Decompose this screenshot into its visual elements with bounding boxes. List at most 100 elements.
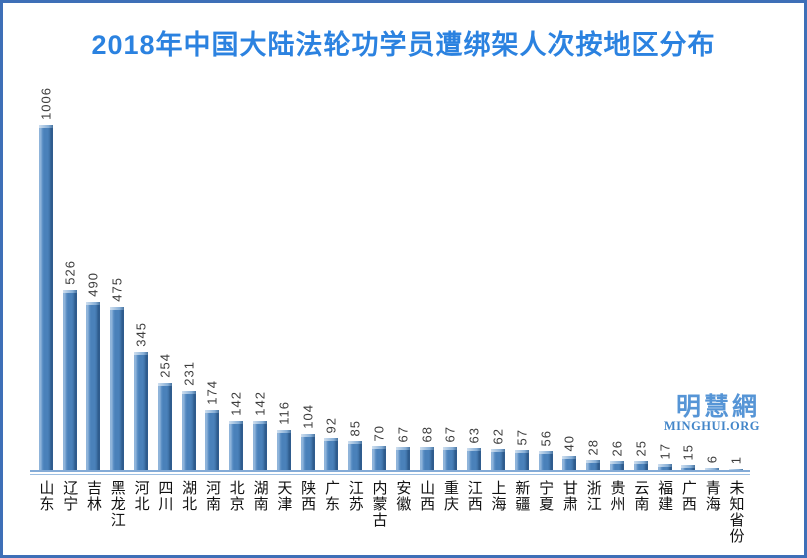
bar-slot: 40 甘肃 <box>558 125 582 512</box>
bar-face <box>300 434 315 470</box>
bar: 85 <box>348 420 363 470</box>
bar-value-label: 62 <box>490 427 506 444</box>
category-label: 江西 <box>465 480 483 512</box>
bar-face <box>157 383 172 470</box>
bar-value-label: 142 <box>228 391 244 416</box>
category-label: 天津 <box>275 480 293 512</box>
category-label: 广东 <box>322 480 340 512</box>
category-label: 上海 <box>489 480 507 512</box>
bar-slot: 28 浙江 <box>581 125 605 512</box>
category-label: 湖南 <box>251 480 269 512</box>
bar-slot: 17 福建 <box>653 125 677 512</box>
bar-value-label: 1 <box>728 455 744 464</box>
category-label: 浙江 <box>584 480 602 512</box>
category-label: 吉林 <box>84 480 102 512</box>
category-label: 辽宁 <box>61 480 79 512</box>
bar-value-label: 56 <box>538 429 554 446</box>
bar-slot: 15 广西 <box>677 125 701 512</box>
category-label: 广西 <box>679 480 697 512</box>
bar: 25 <box>633 440 648 470</box>
category-label: 未知省份 <box>727 480 745 544</box>
bar: 15 <box>681 444 696 470</box>
bar-slot: 475 黑龙江 <box>105 125 129 528</box>
chart-title: 2018年中国大陆法轮功学员遭绑架人次按地区分布 <box>91 30 716 60</box>
bar: 142 <box>253 391 268 470</box>
bar-value-label: 345 <box>133 322 149 347</box>
bar-face <box>110 307 125 470</box>
bar: 174 <box>205 380 220 470</box>
category-label: 黑龙江 <box>108 480 126 528</box>
bar-value-label: 40 <box>561 434 577 451</box>
bar: 254 <box>157 353 172 470</box>
bar-face <box>467 448 482 470</box>
bar: 70 <box>372 425 387 470</box>
bar-slot: 67 重庆 <box>439 125 463 512</box>
bar: 68 <box>419 426 434 470</box>
category-label: 重庆 <box>441 480 459 512</box>
bar-value-label: 25 <box>633 439 649 456</box>
category-label: 湖北 <box>180 480 198 512</box>
category-label: 山西 <box>418 480 436 512</box>
bar-face <box>705 468 720 471</box>
bar-value-label: 63 <box>466 426 482 443</box>
bar-face <box>538 451 553 470</box>
bar-value-label: 57 <box>514 428 530 445</box>
bar-slot: 56 宁夏 <box>534 125 558 512</box>
bar-slot: 25 云南 <box>629 125 653 512</box>
bar-face <box>181 391 196 470</box>
category-label: 河南 <box>203 480 221 512</box>
bar-value-label: 231 <box>181 361 197 386</box>
bar: 26 <box>610 440 625 470</box>
bar: 490 <box>86 272 101 470</box>
bar-face <box>253 421 268 470</box>
category-label: 新疆 <box>513 480 531 512</box>
bar-face <box>562 456 577 470</box>
bar-face <box>633 461 648 470</box>
bar-slot: 63 江西 <box>462 125 486 512</box>
category-label: 河北 <box>132 480 150 512</box>
bar-value-label: 6 <box>704 454 720 463</box>
bar-face <box>491 449 506 470</box>
bar-slot: 26 贵州 <box>605 125 629 512</box>
bar-face <box>276 430 291 470</box>
bar-value-label: 26 <box>609 439 625 456</box>
bar: 104 <box>300 404 315 470</box>
bar-slot: 142 湖南 <box>248 125 272 512</box>
bar-value-label: 67 <box>442 425 458 442</box>
bar: 92 <box>324 417 339 470</box>
bar: 67 <box>443 426 458 470</box>
bar-value-label: 490 <box>85 272 101 297</box>
bar-face <box>657 464 672 470</box>
bar-slot: 70 内蒙古 <box>367 125 391 528</box>
bar: 116 <box>276 401 291 470</box>
bar-face <box>62 290 77 470</box>
bar-slot: 174 河南 <box>201 125 225 512</box>
bar-slot: 345 河北 <box>129 125 153 512</box>
bar-slot: 254 四川 <box>153 125 177 512</box>
bar-face <box>443 447 458 470</box>
bar-slot: 116 天津 <box>272 125 296 512</box>
bar: 57 <box>514 429 529 470</box>
bar-slot: 68 山西 <box>415 125 439 512</box>
bar-face <box>372 446 387 470</box>
bar: 526 <box>62 260 77 470</box>
bar-slot: 6 青海 <box>700 125 724 512</box>
bar: 231 <box>181 361 196 470</box>
bar-value-label: 254 <box>157 353 173 378</box>
bar-value-label: 92 <box>323 416 339 433</box>
bar-face <box>134 352 149 470</box>
bar: 1006 <box>38 87 53 470</box>
bar-slot: 231 湖北 <box>177 125 201 512</box>
bar-value-label: 68 <box>419 425 435 442</box>
bar-face <box>205 410 220 470</box>
bar-face <box>681 465 696 470</box>
bar-slot: 92 广东 <box>320 125 344 512</box>
bar: 62 <box>491 428 506 470</box>
bar: 17 <box>657 443 672 470</box>
category-label: 宁夏 <box>537 480 555 512</box>
bar: 28 <box>586 439 601 470</box>
bar: 345 <box>134 322 149 470</box>
bar-slot: 526 辽宁 <box>58 125 82 512</box>
bar-value-label: 28 <box>585 438 601 455</box>
